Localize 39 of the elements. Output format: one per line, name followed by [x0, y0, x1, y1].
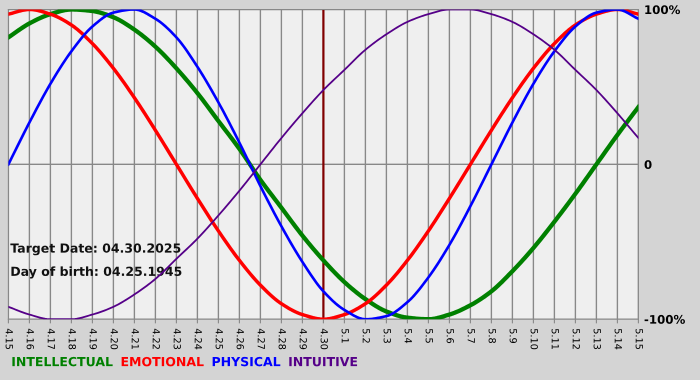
x-tick-label: 4.26 [236, 328, 244, 350]
x-tick-label: 5.8 [488, 328, 496, 344]
x-tick-label: 4.20 [110, 328, 118, 350]
x-tick-label: 4.30 [320, 328, 328, 350]
x-tick-label: 5.9 [510, 328, 517, 344]
x-tick-label: 5.4 [404, 328, 412, 344]
x-tick-label: 5.12 [572, 328, 580, 349]
x-tick-label: 4.19 [90, 328, 97, 350]
x-tick-label: 4.21 [132, 328, 139, 349]
x-tick-label: 4.18 [68, 328, 76, 350]
x-tick-label: 5.3 [384, 328, 391, 343]
x-tick-label: 4.27 [258, 328, 265, 350]
x-tick-label: 5.13 [594, 328, 601, 350]
annotation: Target Date: 04.30.2025 [10, 243, 180, 256]
x-tick-label: 4.29 [300, 328, 307, 350]
x-tick-label: 4.24 [194, 328, 202, 350]
x-tick-label: 5.15 [636, 328, 643, 350]
x-tick-label: 5.7 [468, 328, 475, 343]
x-tick-label: 5.14 [614, 328, 622, 350]
y-tick-label: -100% [644, 314, 685, 324]
x-tick-label: 4.28 [278, 328, 286, 350]
y-tick-label: 100% [645, 5, 680, 14]
text: INTELLECTUAL [12, 356, 113, 366]
x-tick-label: 4.16 [26, 328, 34, 350]
y-tick-label: 0 [644, 160, 652, 170]
text: EMOTIONAL [122, 356, 204, 366]
x-tick-label: 4.15 [6, 328, 13, 350]
text: PHYSICAL [212, 356, 280, 366]
x-tick-label: 4.23 [174, 328, 181, 350]
x-tick-label: 5.1 [342, 328, 349, 343]
text: INTUITIVE [289, 357, 358, 366]
x-tick-label: 5.11 [552, 328, 559, 349]
x-tick-label: 4.17 [48, 328, 55, 350]
x-tick-label: 5.10 [530, 328, 538, 350]
x-tick-label: 5.5 [426, 328, 433, 343]
x-tick-label: 5.2 [362, 328, 370, 343]
x-tick-label: 4.25 [216, 328, 223, 350]
x-tick-label: 5.6 [446, 328, 454, 344]
x-tick-label: 4.22 [152, 328, 160, 349]
